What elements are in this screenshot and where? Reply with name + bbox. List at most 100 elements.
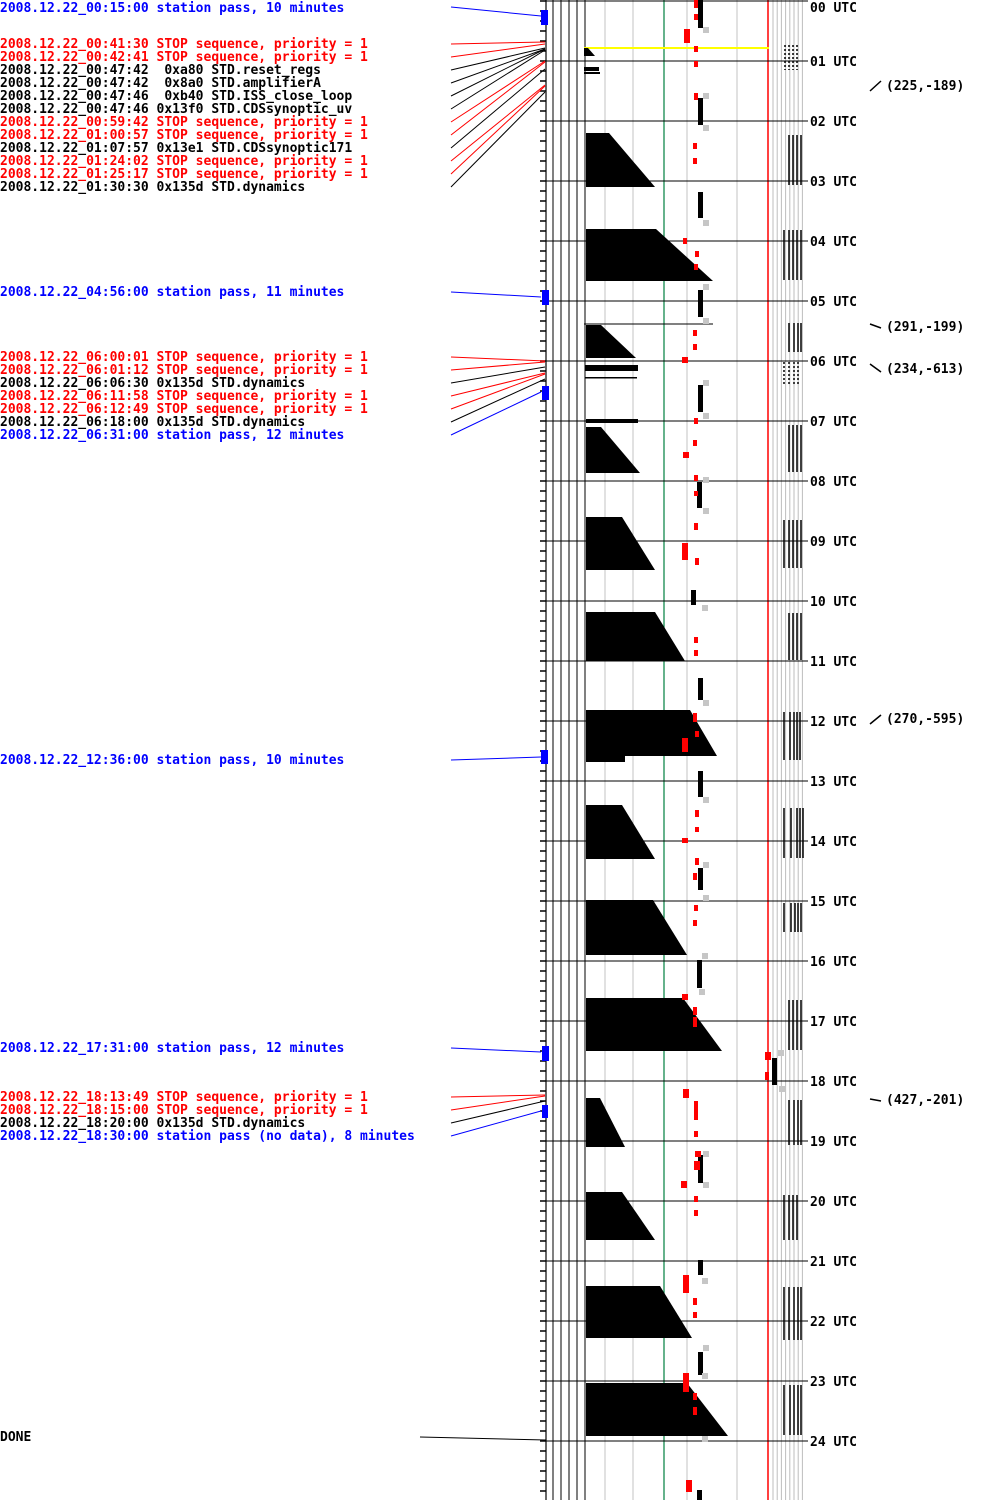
hour-label: 09 UTC [810, 534, 857, 550]
pointing-red-dash [694, 14, 698, 20]
pointing-red-dash [693, 1017, 697, 1027]
pointing-gray-mark [702, 1373, 708, 1379]
coord-annotation-label: (291,-199) [886, 319, 965, 335]
stop-sequence-event-label: 2008.12.22_18:15:00 STOP sequence, prior… [0, 1102, 368, 1118]
station-pass-event-label: 2008.12.22_04:56:00 station pass, 11 min… [0, 284, 345, 300]
command-bar [585, 377, 637, 379]
pointing-gray-mark [703, 413, 709, 419]
event-leader-line [450, 391, 542, 436]
pointing-red-dash [694, 491, 698, 496]
hour-label: 04 UTC [810, 234, 857, 250]
pointing-red-bar [686, 1480, 692, 1492]
pointing-red-dash [695, 858, 699, 865]
hour-label: 10 UTC [810, 594, 857, 610]
hour-label: 06 UTC [810, 354, 857, 370]
pointing-red-bar [682, 994, 688, 1000]
hour-label: 02 UTC [810, 114, 857, 130]
pointing-red-dash [693, 440, 697, 446]
pointing-gray-mark [703, 380, 709, 386]
pointing-gray-mark [778, 1050, 784, 1056]
pointing-red-dash [695, 558, 699, 565]
hour-label: 18 UTC [810, 1074, 857, 1090]
pointing-red-dash [694, 1101, 698, 1120]
pointing-red-bar [683, 1089, 689, 1098]
coord-annotation-label: (270,-595) [886, 711, 965, 727]
pointing-red-dash [765, 1072, 769, 1080]
hour-label: 14 UTC [810, 834, 857, 850]
pointing-gray-mark [702, 1436, 708, 1442]
pointing-black-bar [698, 678, 703, 700]
hour-label: 19 UTC [810, 1134, 857, 1150]
pointing-gray-mark [703, 700, 709, 706]
command-event-label: 2008.12.22_06:18:00 0x135d STD.dynamics [0, 414, 306, 430]
pointing-gray-mark [703, 797, 709, 803]
hour-label: 13 UTC [810, 774, 857, 790]
pointing-red-dash [694, 264, 698, 270]
command-event-label: 2008.12.22_00:47:42 0xa80 STD.reset_regs [0, 62, 321, 78]
command-bar [586, 419, 638, 423]
data-volume-shape [586, 133, 655, 187]
data-volume-shape [586, 1098, 625, 1147]
event-leader-line [450, 61, 546, 136]
event-leader-line [450, 48, 546, 84]
stop-sequence-event-label: 2008.12.22_06:01:12 STOP sequence, prior… [0, 362, 368, 378]
event-leader-line [450, 378, 546, 423]
event-leader-line [450, 1094, 546, 1098]
pointing-red-bar [683, 452, 689, 458]
pointing-red-dash [694, 46, 698, 52]
hour-label: 00 UTC [810, 1, 857, 16]
pointing-red-dash [694, 1210, 698, 1216]
station-pass-marker [542, 1046, 549, 1061]
coord-annotation-label: (427,-201) [886, 1092, 965, 1108]
station-pass-event-label: 2008.12.22_17:31:00 station pass, 12 min… [0, 1040, 345, 1056]
pointing-black-bar [698, 98, 703, 125]
coord-pointer-glyph [869, 323, 882, 329]
station-pass-marker [542, 1105, 548, 1118]
pointing-black-bar [697, 960, 702, 988]
pointing-gray-mark [702, 953, 708, 959]
pointing-red-bar [682, 838, 688, 843]
pointing-gray-mark [703, 318, 709, 324]
hour-label: 03 UTC [810, 174, 857, 190]
pointing-red-dash [693, 1312, 697, 1318]
pointing-black-bar [698, 192, 703, 218]
pointing-black-bar [698, 868, 703, 890]
pointing-red-dash [694, 418, 698, 424]
event-leader-line [450, 756, 542, 761]
station-pass-event-label: 2008.12.22_00:15:00 station pass, 10 min… [0, 1, 345, 16]
pointing-gray-mark [702, 605, 708, 611]
event-leader-line [450, 372, 546, 397]
pointing-red-dash [695, 251, 699, 257]
hour-label: 05 UTC [810, 294, 857, 310]
pointing-red-bar [695, 1151, 701, 1157]
coord-annotation-label: (234,-613) [886, 361, 965, 377]
station-pass-marker [541, 750, 548, 764]
data-volume-shape [586, 325, 636, 358]
pointing-red-bar [684, 29, 690, 43]
event-leader-line [450, 41, 546, 45]
pointing-gray-mark [703, 477, 709, 483]
event-leader-line [450, 1095, 546, 1111]
pointing-black-bar [772, 1058, 777, 1085]
pointing-red-dash [695, 731, 699, 737]
station-pass-event-label: 2008.12.22_06:31:00 station pass, 12 min… [0, 427, 345, 443]
pointing-black-bar [697, 1490, 702, 1500]
stop-sequence-event-label: 2008.12.22_00:41:30 STOP sequence, prior… [0, 36, 368, 52]
data-volume-shape [586, 229, 713, 281]
pointing-red-bar [683, 1275, 689, 1293]
pointing-gray-mark [779, 1086, 785, 1092]
pointing-gray-mark [703, 895, 709, 901]
stop-sequence-event-label: 2008.12.22_06:12:49 STOP sequence, prior… [0, 401, 368, 417]
pointing-red-dash [693, 920, 697, 926]
pointing-black-bar [698, 290, 703, 317]
pointing-gray-mark [699, 989, 705, 995]
pointing-gray-mark [703, 862, 709, 868]
pointing-red-dash [694, 0, 698, 8]
station-pass-marker [542, 386, 549, 400]
stop-sequence-event-label: 2008.12.22_01:25:17 STOP sequence, prior… [0, 166, 368, 182]
command-bar [584, 67, 599, 71]
pointing-gray-mark [702, 1278, 708, 1284]
command-bar [584, 72, 600, 74]
pointing-black-bar [698, 0, 703, 28]
